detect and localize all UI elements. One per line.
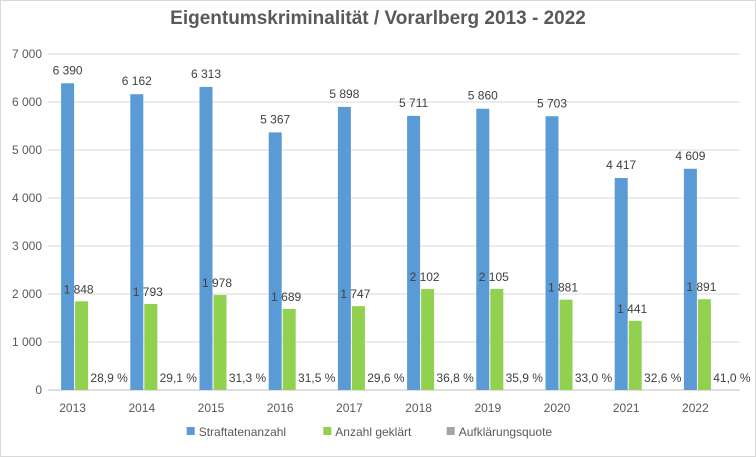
x-tick-label: 2017 — [336, 401, 363, 415]
data-label-anzahl-geklaert: 1 881 — [548, 281, 578, 295]
data-label-aufklaerungsquote: 41,0 % — [713, 371, 751, 385]
bar-anzahl-geklaert — [213, 295, 227, 390]
y-tick-label: 6 000 — [12, 95, 42, 109]
data-label-anzahl-geklaert: 1 978 — [202, 276, 232, 290]
data-label-straftatenanzahl: 4 417 — [606, 158, 636, 172]
legend-label: Anzahl geklärt — [335, 425, 412, 439]
bar-straftatenanzahl — [268, 132, 282, 390]
x-axis: 2013 2014 2015 2016 2017 2018 2019 2020 2021 2022 — [59, 401, 709, 415]
data-label-straftatenanzahl: 5 367 — [260, 112, 290, 126]
data-label-straftatenanzahl: 6 162 — [122, 74, 152, 88]
x-tick-label: 2014 — [128, 401, 155, 415]
bar-anzahl-geklaert — [490, 288, 504, 390]
data-labels: 6 390 1 848 28,9 % 6 162 1 793 29,1 % 6 313 1 9… — [53, 63, 751, 385]
data-label-anzahl-geklaert: 1 793 — [133, 285, 163, 299]
y-axis: 0 1 000 2 000 3 000 4 000 5 000 6 000 7 000 — [12, 47, 42, 397]
x-tick-label: 2016 — [267, 401, 294, 415]
y-tick-label: 3 000 — [12, 239, 42, 253]
bar-straftatenanzahl — [614, 177, 628, 390]
bar-straftatenanzahl — [337, 106, 351, 391]
data-label-aufklaerungsquote: 32,6 % — [644, 371, 682, 385]
bar-straftatenanzahl — [199, 86, 213, 390]
y-tick-label: 1 000 — [12, 335, 42, 349]
y-tick-label: 7 000 — [12, 47, 42, 61]
x-tick-label: 2022 — [682, 401, 709, 415]
data-label-aufklaerungsquote: 36,8 % — [436, 371, 474, 385]
legend-swatch — [446, 427, 455, 435]
bar-straftatenanzahl — [476, 108, 490, 390]
x-tick-label: 2015 — [198, 401, 225, 415]
x-tick-label: 2018 — [405, 401, 432, 415]
data-label-straftatenanzahl: 5 711 — [399, 96, 428, 110]
x-tick-label: 2021 — [613, 401, 640, 415]
data-label-aufklaerungsquote: 31,3 % — [229, 371, 267, 385]
y-tick-label: 5 000 — [12, 143, 42, 157]
data-label-straftatenanzahl: 6 390 — [53, 63, 83, 77]
legend: Straftatenanzahl Anzahl geklärt Aufklärung… — [186, 425, 553, 439]
x-tick-label: 2019 — [474, 401, 501, 415]
bar-straftatenanzahl — [61, 83, 75, 390]
data-label-aufklaerungsquote: 35,9 % — [506, 371, 544, 385]
x-tick-label: 2013 — [59, 401, 86, 415]
bar-anzahl-geklaert — [144, 303, 158, 390]
bar-anzahl-geklaert — [559, 299, 573, 390]
data-label-anzahl-geklaert: 1 848 — [64, 282, 94, 296]
bar-anzahl-geklaert — [75, 301, 89, 390]
data-label-aufklaerungsquote: 29,1 % — [160, 371, 198, 385]
legend-label: Aufklärungsquote — [459, 425, 553, 439]
data-label-anzahl-geklaert: 1 747 — [340, 287, 370, 301]
data-label-straftatenanzahl: 5 703 — [537, 96, 567, 110]
data-label-aufklaerungsquote: 31,5 % — [298, 371, 336, 385]
data-label-straftatenanzahl: 6 313 — [191, 67, 221, 81]
data-label-aufklaerungsquote: 33,0 % — [575, 371, 613, 385]
bars — [61, 83, 711, 391]
data-label-anzahl-geklaert: 2 102 — [410, 270, 440, 284]
bar-straftatenanzahl — [130, 94, 144, 390]
legend-swatch — [186, 427, 195, 435]
data-label-anzahl-geklaert: 1 441 — [617, 302, 647, 316]
bar-anzahl-geklaert — [421, 289, 435, 390]
bar-anzahl-geklaert — [282, 308, 296, 390]
y-tick-label: 4 000 — [12, 191, 42, 205]
data-label-aufklaerungsquote: 29,6 % — [367, 371, 405, 385]
bar-straftatenanzahl — [545, 116, 559, 391]
data-label-anzahl-geklaert: 1 891 — [686, 280, 716, 294]
bar-anzahl-geklaert — [351, 306, 365, 390]
data-label-anzahl-geklaert: 1 689 — [271, 290, 301, 304]
y-tick-label: 2 000 — [12, 287, 42, 301]
data-label-straftatenanzahl: 5 898 — [329, 87, 359, 101]
x-tick-label: 2020 — [544, 401, 571, 415]
bar-anzahl-geklaert — [697, 299, 711, 390]
data-label-straftatenanzahl: 5 860 — [468, 89, 498, 103]
chart-title: Eigentumskriminalität / Vorarlberg 2013 … — [170, 8, 586, 29]
data-label-aufklaerungsquote: 28,9 % — [90, 371, 128, 385]
legend-label: Straftatenanzahl — [199, 425, 286, 439]
legend-swatch — [323, 427, 332, 435]
data-label-anzahl-geklaert: 2 105 — [479, 270, 509, 284]
bar-anzahl-geklaert — [628, 320, 642, 390]
bar-straftatenanzahl — [407, 115, 421, 390]
y-tick-label: 0 — [35, 383, 42, 397]
bar-straftatenanzahl — [683, 168, 697, 390]
data-label-straftatenanzahl: 4 609 — [675, 149, 705, 163]
